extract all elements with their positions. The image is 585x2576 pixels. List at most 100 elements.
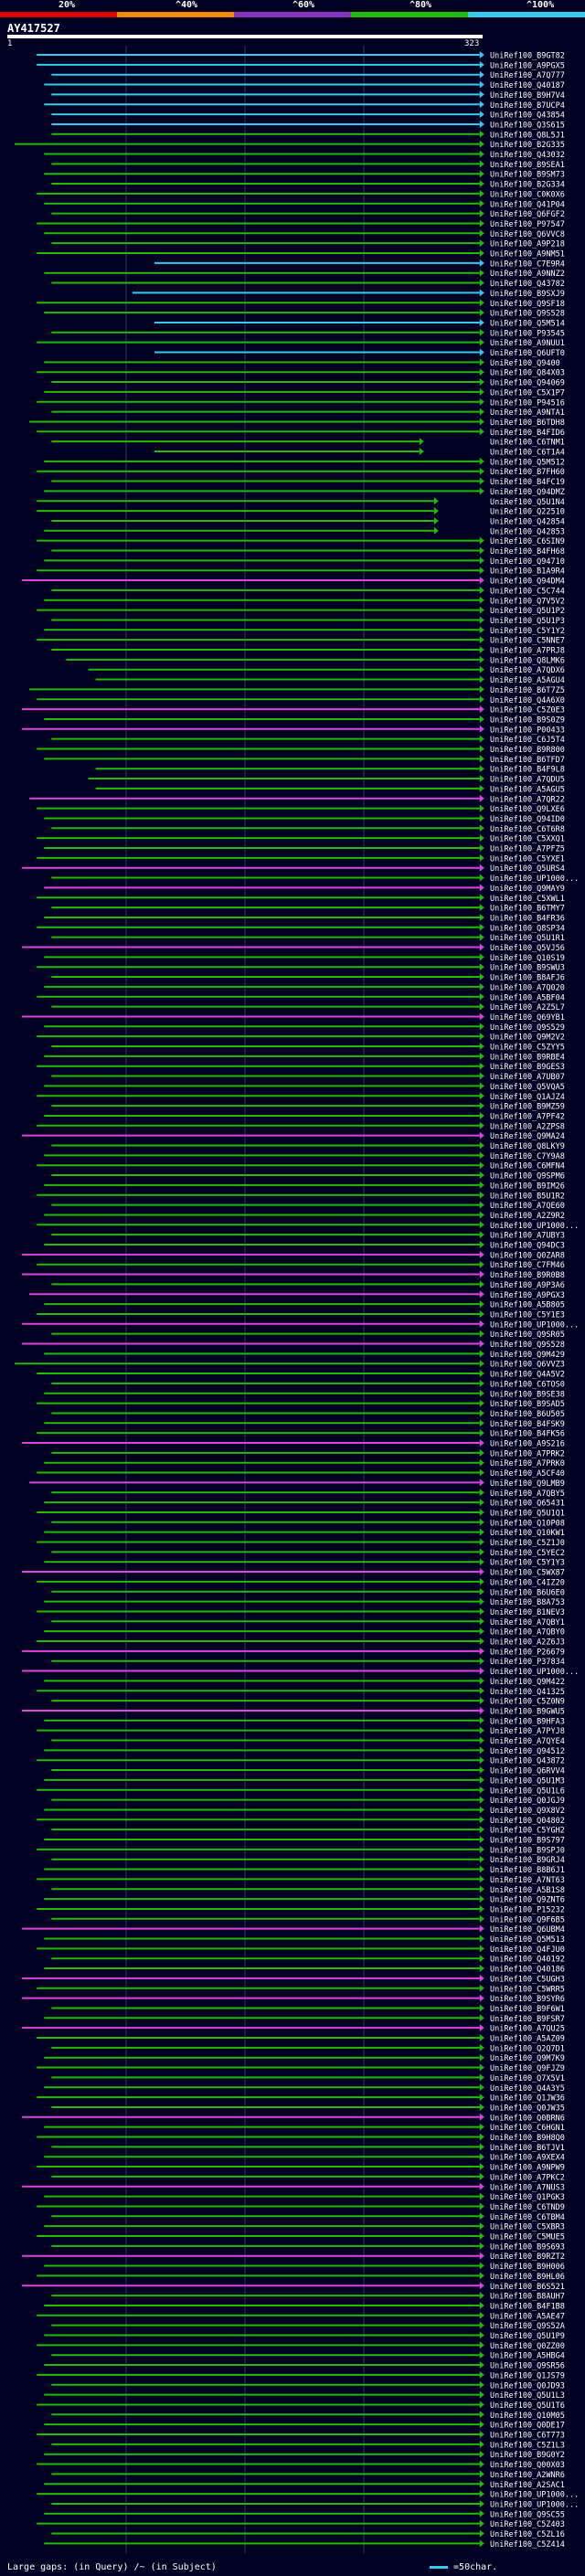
hit-label[interactable]: UniRef100_C7Y9A8 xyxy=(490,1152,565,1161)
hit-label[interactable]: UniRef100_B9H006 xyxy=(490,2263,565,2272)
hit-label[interactable]: UniRef100_C0K0X6 xyxy=(490,190,565,199)
hit-label[interactable]: UniRef100_B9H7V4 xyxy=(490,91,565,101)
hit-label[interactable]: UniRef100_Q9M429 xyxy=(490,1351,565,1360)
hit-label[interactable]: UniRef100_Q10KW1 xyxy=(490,1529,565,1538)
hit-label[interactable]: UniRef100_Q5U1M3 xyxy=(490,1776,565,1786)
hit-label[interactable]: UniRef100_Q5U1R1 xyxy=(490,934,565,943)
hit-label[interactable]: UniRef100_B6U6E0 xyxy=(490,1588,565,1597)
hit-label[interactable]: UniRef100_Q5VJ56 xyxy=(490,944,565,953)
hit-label[interactable]: UniRef100_B9HFA3 xyxy=(490,1717,565,1726)
hit-label[interactable]: UniRef100_A9PGX3 xyxy=(490,1291,565,1300)
hit-label[interactable]: UniRef100_C5Y1Y2 xyxy=(490,627,565,636)
hit-label[interactable]: UniRef100_B6TDH8 xyxy=(490,419,565,428)
hit-label[interactable]: UniRef100_B9MZ59 xyxy=(490,1103,565,1112)
hit-label[interactable]: UniRef100_Q8LKY9 xyxy=(490,1142,565,1151)
hit-label[interactable]: UniRef100_Q4A3Y5 xyxy=(490,2084,565,2094)
hit-label[interactable]: UniRef100_B9IM26 xyxy=(490,1182,565,1191)
hit-label[interactable]: UniRef100_C5ZYY5 xyxy=(490,1044,565,1053)
hit-label[interactable]: UniRef100_A7Q777 xyxy=(490,71,565,80)
hit-label[interactable]: UniRef100_A7UB07 xyxy=(490,1073,565,1082)
hit-label[interactable]: UniRef100_Q9SR05 xyxy=(490,1330,565,1340)
hit-label[interactable]: UniRef100_A7QE60 xyxy=(490,1202,565,1211)
hit-label[interactable]: UniRef100_A5CF40 xyxy=(490,1469,565,1479)
hit-label[interactable]: UniRef100_C6T1A4 xyxy=(490,449,565,458)
hit-label[interactable]: UniRef100_Q1JW36 xyxy=(490,2094,565,2104)
hit-label[interactable]: UniRef100_C5Z414 xyxy=(490,2540,565,2549)
hit-label[interactable]: UniRef100_Q4A5V2 xyxy=(490,1371,565,1380)
hit-label[interactable]: UniRef100_B9RZT2 xyxy=(490,2253,565,2262)
hit-label[interactable]: UniRef100_Q40186 xyxy=(490,1966,565,1975)
hit-label[interactable]: UniRef100_B9S797 xyxy=(490,1837,565,1846)
hit-label[interactable]: UniRef100_P26679 xyxy=(490,1648,565,1657)
hit-label[interactable]: UniRef100_B6TFD7 xyxy=(490,756,565,765)
hit-label[interactable]: UniRef100_B9S0Z9 xyxy=(490,716,565,725)
hit-label[interactable]: UniRef100_Q84X03 xyxy=(490,369,565,378)
hit-label[interactable]: UniRef100_B6U505 xyxy=(490,1410,565,1419)
hit-label[interactable]: UniRef100_A2SAC1 xyxy=(490,2481,565,2490)
hit-label[interactable]: UniRef100_Q9ZNT6 xyxy=(490,1896,565,1905)
hit-label[interactable]: UniRef100_A9NTA1 xyxy=(490,408,565,418)
hit-label[interactable]: UniRef100_Q1JS79 xyxy=(490,2371,565,2380)
hit-label[interactable]: UniRef100_P15232 xyxy=(490,1905,565,1914)
hit-label[interactable]: UniRef100_UP1000... xyxy=(490,1668,579,1677)
hit-label[interactable]: UniRef100_Q94069 xyxy=(490,379,565,388)
hit-label[interactable]: UniRef100_Q41325 xyxy=(490,1688,565,1697)
hit-label[interactable]: UniRef100_Q5U1T6 xyxy=(490,2401,565,2411)
hit-label[interactable]: UniRef100_Q10S19 xyxy=(490,954,565,963)
hit-label[interactable]: UniRef100_Q9MA24 xyxy=(490,1132,565,1141)
hit-label[interactable]: UniRef100_Q5U1P2 xyxy=(490,607,565,616)
hit-label[interactable]: UniRef100_A9NUU1 xyxy=(490,339,565,348)
hit-label[interactable]: UniRef100_Q10M05 xyxy=(490,2412,565,2421)
hit-label[interactable]: UniRef100_Q94DMZ xyxy=(490,488,565,497)
hit-label[interactable]: UniRef100_A7PF42 xyxy=(490,1112,565,1121)
hit-label[interactable]: UniRef100_A7QDU5 xyxy=(490,776,565,785)
hit-label[interactable]: UniRef100_C5XXQ1 xyxy=(490,835,565,844)
hit-label[interactable]: UniRef100_Q9SC55 xyxy=(490,2510,565,2519)
hit-label[interactable]: UniRef100_Q22510 xyxy=(490,508,565,517)
hit-label[interactable]: UniRef100_Q9X8V2 xyxy=(490,1807,565,1816)
hit-label[interactable]: UniRef100_Q94DC3 xyxy=(490,1242,565,1251)
hit-label[interactable]: UniRef100_B7UCP4 xyxy=(490,101,565,111)
hit-label[interactable]: UniRef100_C7FM46 xyxy=(490,1261,565,1270)
hit-label[interactable]: UniRef100_C5Z1L3 xyxy=(490,2441,565,2450)
hit-label[interactable]: UniRef100_Q9M2V2 xyxy=(490,1034,565,1043)
hit-label[interactable]: UniRef100_Q69YB1 xyxy=(490,1013,565,1023)
hit-label[interactable]: UniRef100_Q9MAY9 xyxy=(490,885,565,894)
hit-label[interactable]: UniRef100_B4F1B8 xyxy=(490,2302,565,2311)
hit-label[interactable]: UniRef100_Q0DE17 xyxy=(490,2422,565,2431)
hit-label[interactable]: UniRef100_A5AZ09 xyxy=(490,2035,565,2044)
hit-label[interactable]: UniRef100_B7FH60 xyxy=(490,468,565,477)
hit-label[interactable]: UniRef100_C5UGH3 xyxy=(490,1975,565,1984)
hit-label[interactable]: UniRef100_Q1AJZ4 xyxy=(490,1093,565,1102)
hit-label[interactable]: UniRef100_Q9SR56 xyxy=(490,2362,565,2371)
hit-label[interactable]: UniRef100_Q9S528 xyxy=(490,1341,565,1350)
hit-label[interactable]: UniRef100_A7PRK2 xyxy=(490,1449,565,1458)
hit-label[interactable]: UniRef100_A2ZPS8 xyxy=(490,1122,565,1131)
hit-label[interactable]: UniRef100_A9S216 xyxy=(490,1440,565,1449)
hit-label[interactable]: UniRef100_C5Y1Y3 xyxy=(490,1559,565,1568)
hit-label[interactable]: UniRef100_B9FSR7 xyxy=(490,2015,565,2024)
hit-label[interactable]: UniRef100_A9P218 xyxy=(490,240,565,249)
hit-label[interactable]: UniRef100_Q0JGJ9 xyxy=(490,1797,565,1806)
hit-label[interactable]: UniRef100_A7PFZ5 xyxy=(490,845,565,854)
hit-label[interactable]: UniRef100_Q41P04 xyxy=(490,200,565,209)
hit-label[interactable]: UniRef100_Q6UBM4 xyxy=(490,1925,565,1935)
hit-label[interactable]: UniRef100_B4F9L8 xyxy=(490,766,565,775)
hit-label[interactable]: UniRef100_A2Z6J3 xyxy=(490,1638,565,1648)
hit-label[interactable]: UniRef100_UP1000... xyxy=(490,1320,579,1330)
hit-label[interactable]: UniRef100_Q7V5V2 xyxy=(490,597,565,606)
hit-label[interactable]: UniRef100_C5Y1E3 xyxy=(490,1310,565,1320)
hit-label[interactable]: UniRef100_P00433 xyxy=(490,726,565,735)
hit-label[interactable]: UniRef100_C6TND9 xyxy=(490,2203,565,2212)
hit-label[interactable]: UniRef100_B8B6J1 xyxy=(490,1866,565,1875)
hit-label[interactable]: UniRef100_B6T7Z5 xyxy=(490,686,565,695)
hit-label[interactable]: UniRef100_P94516 xyxy=(490,398,565,408)
hit-label[interactable]: UniRef100_C5Z0E3 xyxy=(490,706,565,716)
hit-label[interactable]: UniRef100_B2G334 xyxy=(490,181,565,190)
hit-label[interactable]: UniRef100_A7QU25 xyxy=(490,2025,565,2034)
hit-label[interactable]: UniRef100_Q43782 xyxy=(490,280,565,289)
hit-label[interactable]: UniRef100_Q9400 xyxy=(490,359,560,368)
hit-label[interactable]: UniRef100_B4FSK9 xyxy=(490,1420,565,1429)
hit-label[interactable]: UniRef100_B9GES3 xyxy=(490,1063,565,1072)
hit-label[interactable]: UniRef100_C6TNM1 xyxy=(490,439,565,448)
